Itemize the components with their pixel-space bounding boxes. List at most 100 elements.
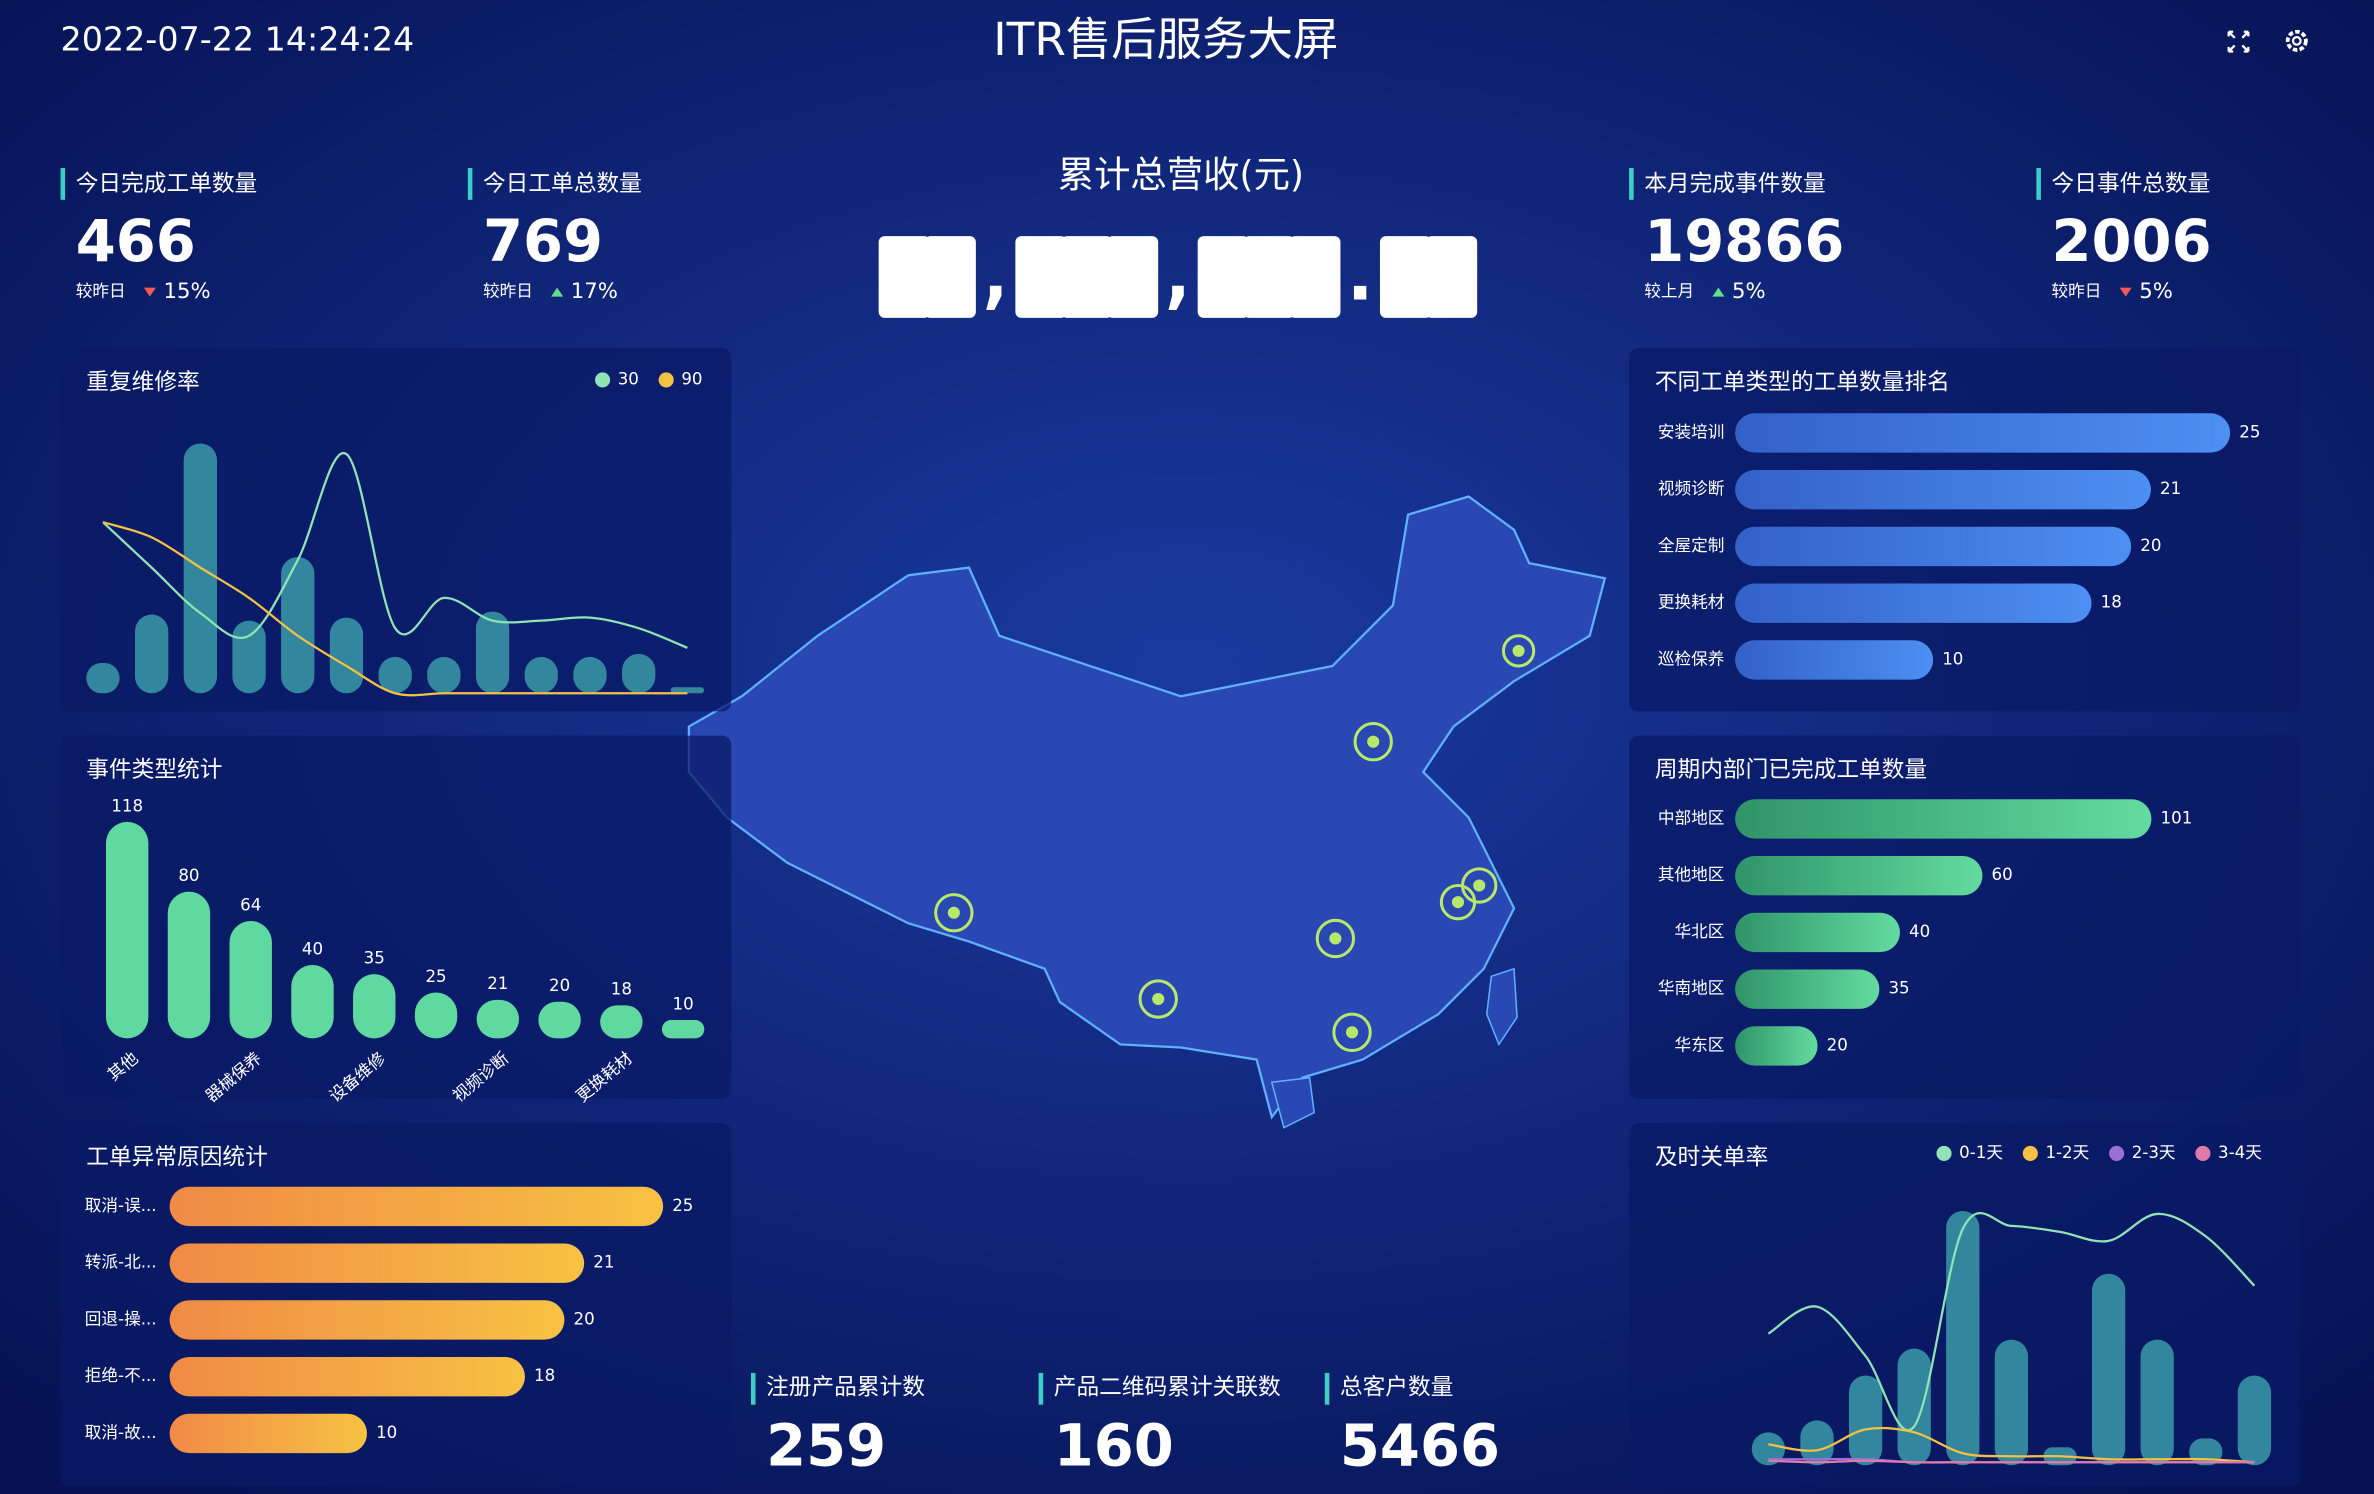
digit-box: [1288, 236, 1341, 318]
value-label: 10: [376, 1423, 397, 1442]
y-tick-label: 全屋定制: [1658, 536, 1725, 555]
bar: [135, 614, 169, 694]
bar: [2091, 1273, 2126, 1466]
value-label: 21: [2160, 479, 2181, 498]
bar: [1735, 640, 1934, 680]
total-value: 259: [766, 1413, 886, 1480]
bar: [1735, 912, 1900, 953]
value-label: 25: [425, 967, 446, 986]
chart-title: 周期内部门已完成工单数量: [1655, 757, 1927, 783]
y-tick-label: 安装培训: [1658, 422, 1725, 441]
line: [102, 452, 688, 649]
line: [1768, 1459, 2255, 1464]
bar: [2140, 1339, 2174, 1466]
value-label: 35: [364, 949, 385, 968]
map: [687, 495, 1607, 1129]
value-label: 20: [549, 976, 570, 995]
bar: [169, 1357, 525, 1397]
panel: [60, 348, 732, 712]
legend-swatch: [2195, 1145, 2211, 1161]
line: [102, 521, 688, 697]
china-map: [687, 495, 1607, 1120]
chart-title: 不同工单类型的工单数量排名: [1655, 369, 1950, 395]
bar: [169, 1243, 585, 1283]
fullscreen-icon[interactable]: [2227, 30, 2250, 53]
bar: [1800, 1420, 1834, 1466]
value-label: 20: [2140, 536, 2161, 555]
digit-box: [1379, 236, 1432, 318]
digit-box: [1425, 236, 1478, 318]
kpi-label: 今日事件总数量: [2052, 171, 2211, 197]
bar: [1735, 969, 1880, 1009]
kpi-arrow: [551, 287, 564, 297]
kpi-label: 今日完成工单数量: [76, 171, 258, 197]
legend-label: 2-3天: [2132, 1143, 2176, 1162]
y-tick-label: 华东区: [1675, 1035, 1725, 1054]
kpi-value: 466: [76, 208, 196, 275]
panel: [60, 735, 732, 1099]
y-tick-label: 更换耗材: [1658, 593, 1725, 612]
line: [1768, 1426, 2255, 1464]
map-markers: [934, 634, 1536, 1053]
kpi-label: 今日工单总数量: [483, 171, 642, 197]
kpi-value: 769: [483, 208, 603, 275]
y-tick-label: 取消-故...: [85, 1423, 157, 1442]
legend-label: 1-2天: [2045, 1143, 2089, 1162]
digit-box: [1015, 236, 1068, 318]
hainan: [1270, 1076, 1315, 1129]
bar: [1735, 799, 2152, 839]
revenue-boxes: [878, 236, 1478, 318]
total-label: 产品二维码累计关联数: [1054, 1375, 1281, 1401]
bar: [1897, 1348, 1931, 1466]
kpi-change: 5%: [2139, 278, 2173, 303]
bar: [622, 653, 656, 694]
kpi-compare: 较上月: [1644, 282, 1694, 301]
line: [1767, 1212, 2256, 1432]
digit-box: [878, 236, 931, 318]
kpi-label: 本月完成事件数量: [1644, 171, 1826, 197]
bar: [1946, 1210, 1980, 1466]
total-value: 160: [1054, 1413, 1174, 1480]
value-label: 18: [2101, 593, 2122, 612]
value-label: 40: [1909, 922, 1930, 941]
value-label: 20: [574, 1309, 595, 1328]
chart-title: 事件类型统计: [86, 757, 222, 783]
bar: [670, 687, 705, 694]
bar: [1735, 469, 2151, 510]
bar: [1735, 413, 2231, 453]
value-label: 20: [1827, 1035, 1848, 1054]
kpi-value: 19866: [1644, 208, 1844, 275]
revenue-label: 累计总营收(元): [1058, 153, 1304, 196]
legend-label: 30: [618, 369, 639, 388]
kpi-accent: [1629, 168, 1634, 200]
bar: [1751, 1432, 1786, 1466]
y-tick-label: 华北区: [1675, 922, 1725, 941]
digit-box: [924, 236, 976, 318]
bar: [169, 1413, 368, 1454]
bar: [86, 662, 120, 694]
kpi-compare: 较昨日: [483, 282, 533, 301]
taiwan: [1486, 967, 1518, 1047]
chart-title: 工单异常原因统计: [86, 1144, 268, 1170]
legend-label: 0-1天: [1959, 1143, 2003, 1162]
bar: [281, 557, 315, 694]
value-label: 35: [1888, 979, 1909, 998]
bar: [661, 1020, 705, 1039]
kpi-accent: [60, 168, 66, 200]
total-accent: [750, 1372, 756, 1405]
bar: [353, 974, 396, 1039]
settings-icon[interactable]: [2285, 29, 2308, 52]
chart-title: 重复维修率: [86, 369, 199, 395]
value-label: 25: [2239, 422, 2260, 441]
toolbar: [2227, 29, 2308, 53]
y-tick-label: 视频诊断: [1658, 479, 1725, 498]
y-tick-label: 巡检保养: [1658, 649, 1725, 668]
bar: [427, 656, 461, 694]
bar: [229, 920, 272, 1039]
kpi-value: 2006: [2052, 208, 2212, 275]
bar: [169, 1300, 565, 1340]
kpi-accent: [2036, 168, 2041, 200]
kpi-arrow: [1712, 287, 1725, 297]
